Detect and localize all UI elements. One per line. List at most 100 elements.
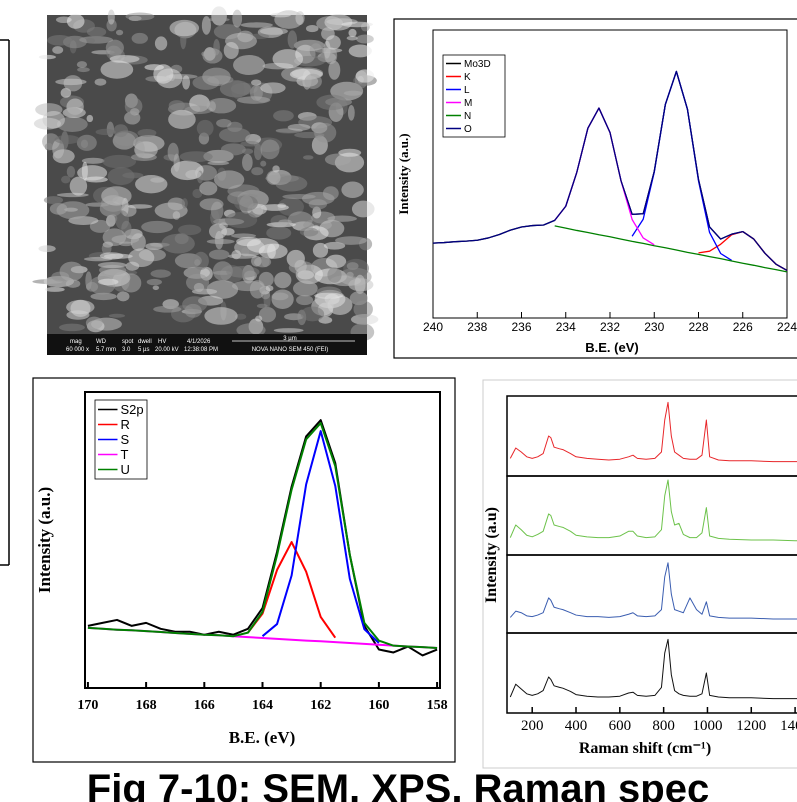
sem-flake <box>64 107 81 117</box>
sem-flake <box>100 60 134 79</box>
sem-flake <box>38 245 56 253</box>
sem-flake <box>346 35 358 41</box>
sem-flake <box>251 255 262 267</box>
sem-flake <box>249 280 266 299</box>
sem-label: WD <box>96 339 107 345</box>
sem-flake <box>127 204 153 209</box>
sem-flake <box>38 54 56 60</box>
sem-flake <box>314 292 344 299</box>
sem-flake <box>293 39 325 52</box>
sem-flake <box>204 307 238 325</box>
series-line <box>554 225 788 273</box>
plot-frame <box>506 395 797 477</box>
sem-flake <box>211 6 227 26</box>
sem-flake <box>207 17 230 22</box>
x-tick-label: 168 <box>136 698 157 713</box>
sem-flake <box>186 273 210 292</box>
sem-label: mag <box>70 339 82 345</box>
sem-flake <box>89 275 116 295</box>
sem-flake <box>351 200 375 218</box>
sem-flake <box>300 306 325 322</box>
panel-frame <box>32 377 456 763</box>
sem-flake <box>77 67 90 73</box>
sem-flake <box>226 266 260 278</box>
sem-flake <box>184 105 213 115</box>
legend-label: U <box>121 462 130 477</box>
sem-flake <box>251 167 264 176</box>
sem-flake <box>236 323 266 338</box>
sem-flake <box>137 129 157 137</box>
sem-flake <box>256 303 268 309</box>
series-line <box>509 479 797 542</box>
sem-flake <box>260 204 289 211</box>
sem-flake <box>178 224 202 236</box>
sem-flake <box>218 127 251 143</box>
sem-label: spot <box>122 339 134 345</box>
x-tick-label: 166 <box>194 698 215 713</box>
sem-flake <box>277 197 304 216</box>
legend-label: S2p <box>121 402 144 417</box>
sem-flake <box>287 123 311 131</box>
sem-flake <box>185 169 202 179</box>
x-tick-label: 800 <box>652 718 675 734</box>
sem-flake <box>232 9 243 28</box>
sem-flake <box>305 25 319 33</box>
sem-flake <box>272 165 280 173</box>
sem-flake <box>335 236 367 245</box>
sem-flake <box>223 42 239 60</box>
sem-value: 5.7 mm <box>96 347 116 353</box>
sem-flake <box>316 94 348 111</box>
sem-flake <box>287 30 298 49</box>
x-tick-label: 1400 <box>780 718 797 734</box>
sem-flake <box>66 165 76 178</box>
sem-flake <box>168 100 185 111</box>
legend-label: N <box>464 111 471 122</box>
sem-flake <box>234 313 247 320</box>
x-axis-label: B.E. (eV) <box>585 340 638 355</box>
sem-flake <box>296 295 314 306</box>
sem-flake <box>98 278 119 286</box>
sem-flake <box>55 78 87 86</box>
sem-flake <box>141 220 174 234</box>
sem-flake <box>209 223 227 240</box>
sem-flake <box>273 328 304 333</box>
sem-flake <box>101 186 132 206</box>
sem-flake <box>69 176 88 196</box>
sem-flake <box>167 197 186 211</box>
sem-flake <box>240 22 273 28</box>
legend-label: R <box>121 417 130 432</box>
sem-flake <box>192 251 209 270</box>
sem-flake <box>206 280 239 299</box>
sem-flake <box>233 55 266 76</box>
legend-label: L <box>464 85 470 96</box>
sem-flake <box>116 291 130 302</box>
x-tick-label: 164 <box>252 698 273 713</box>
sem-flake <box>210 209 220 226</box>
sem-flake <box>150 269 171 278</box>
panel-frame <box>393 18 797 359</box>
sem-flake <box>201 16 211 35</box>
x-tick-label: 230 <box>644 320 664 334</box>
sem-flake <box>292 280 318 297</box>
legend-label: O <box>464 124 472 135</box>
sem-flake <box>202 67 231 87</box>
sem-flake <box>95 128 116 136</box>
sem-flake <box>131 32 148 44</box>
sem-flake <box>81 157 105 164</box>
sem-flake <box>52 139 65 159</box>
sem-flake <box>107 9 115 25</box>
sem-flake <box>270 12 291 18</box>
sem-flake <box>124 111 141 125</box>
sem-flake <box>202 48 223 64</box>
sem-flake <box>54 135 80 145</box>
sem-flake <box>216 118 232 128</box>
sem-flake <box>295 11 305 26</box>
sem-flake <box>275 175 308 192</box>
sem-flake <box>168 109 196 130</box>
sem-flake <box>120 273 142 293</box>
plot-frame <box>506 632 797 714</box>
sem-flake <box>85 316 103 330</box>
sem-flake <box>240 140 260 147</box>
sem-flake <box>102 228 127 246</box>
